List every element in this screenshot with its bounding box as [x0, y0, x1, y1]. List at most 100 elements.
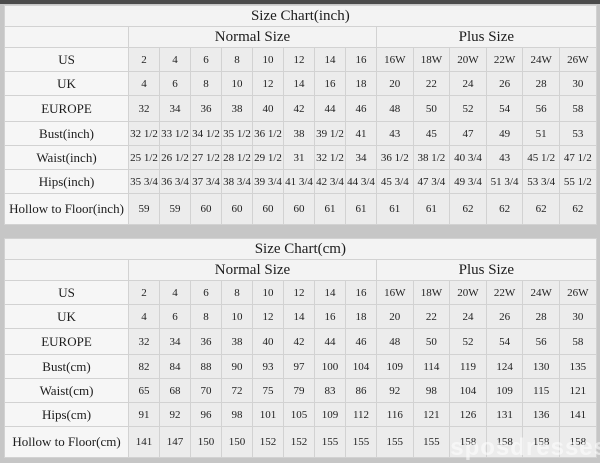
table-cell: 52	[449, 95, 487, 122]
table-cell: 2	[128, 47, 160, 72]
table-cell: 22	[412, 71, 451, 96]
table-cell: 41	[345, 121, 377, 146]
table-cell: 115	[522, 378, 560, 403]
size-chart-inch-section: Size Chart(inch) Normal Size Plus Size U…	[4, 5, 597, 225]
table-cell: 4	[128, 71, 160, 96]
normal-size-header: Normal Size	[128, 259, 377, 281]
table-cell: 98	[221, 402, 253, 427]
table-cell: 49 3/4	[449, 169, 487, 194]
table-cell: 158	[485, 426, 524, 458]
column-group-row: Normal Size Plus Size	[4, 26, 597, 48]
table-cell: 10	[252, 47, 284, 72]
table-cell: 42	[283, 95, 315, 122]
table-cell: 29 1/2	[252, 145, 284, 170]
table-cell: 41 3/4	[283, 169, 315, 194]
table-cell: 10	[252, 280, 284, 305]
table-cell: 96	[190, 402, 222, 427]
size-chart-table-cm: Size Chart(cm) Normal Size Plus Size US 2…	[4, 238, 597, 458]
row-label: Waist(inch)	[4, 145, 129, 170]
table-cell: 155	[376, 426, 414, 458]
table-cell: 38	[283, 121, 315, 146]
table-cell: 40	[252, 95, 284, 122]
table-cell: 28	[522, 71, 560, 96]
column-group-row: Normal Size Plus Size	[4, 259, 597, 281]
table-cell: 49	[485, 121, 524, 146]
table-cell: 68	[159, 378, 191, 403]
empty-corner-cell	[4, 259, 129, 281]
table-cell: 126	[449, 402, 487, 427]
table-cell: 62	[449, 193, 487, 225]
table-cell: 16W	[376, 47, 414, 72]
table-cell: 62	[485, 193, 524, 225]
row-label: EUROPE	[4, 328, 129, 355]
table-cell: 45	[412, 121, 451, 146]
table-cell: 48	[376, 95, 414, 122]
table-cell: 34 1/2	[190, 121, 222, 146]
table-cell: 20W	[449, 47, 487, 72]
table-cell: 88	[190, 354, 222, 379]
table-cell: 30	[558, 71, 597, 96]
table-cell: 65	[128, 378, 160, 403]
table-cell: 12	[283, 280, 315, 305]
table-cell: 84	[159, 354, 191, 379]
row-label: US	[4, 47, 129, 72]
table-cell: 45 3/4	[376, 169, 414, 194]
row-label: Hollow to Floor(cm)	[4, 426, 129, 458]
table-cell: 60	[283, 193, 315, 225]
table-row: Bust(inch) 32 1/2 33 1/2 34 1/2 35 1/2 36 1/2…	[4, 121, 597, 146]
table-cell: 56	[522, 95, 560, 122]
table-cell: 104	[449, 378, 487, 403]
table-cell: 45 1/2	[522, 145, 560, 170]
table-cell: 24W	[522, 280, 560, 305]
table-title-row: Size Chart(cm)	[4, 238, 597, 260]
table-cell: 158	[522, 426, 560, 458]
table-cell: 34	[345, 145, 377, 170]
table-cell: 26 1/2	[159, 145, 191, 170]
table-cell: 32 1/2	[314, 145, 346, 170]
table-cell: 52	[449, 328, 487, 355]
table-cell: 36 1/2	[252, 121, 284, 146]
normal-size-header: Normal Size	[128, 26, 377, 48]
table-cell: 47	[449, 121, 487, 146]
row-label: Hollow to Floor(inch)	[4, 193, 129, 225]
table-cell: 34	[159, 95, 191, 122]
table-cell: 27 1/2	[190, 145, 222, 170]
table-cell: 119	[449, 354, 487, 379]
table-cell: 32	[128, 328, 160, 355]
table-cell: 44	[314, 328, 346, 355]
table-cell: 121	[558, 378, 597, 403]
table-cell: 34	[159, 328, 191, 355]
table-cell: 60	[221, 193, 253, 225]
table-cell: 60	[190, 193, 222, 225]
table-cell: 58	[558, 328, 597, 355]
table-cell: 31	[283, 145, 315, 170]
table-cell: 38	[221, 95, 253, 122]
table-cell: 47 3/4	[412, 169, 451, 194]
table-row: US 2 4 6 8 10 12 14 16 16W 18W 20W 22W 24W 26W	[4, 47, 597, 72]
row-label: Bust(inch)	[4, 121, 129, 146]
table-cell: 54	[485, 328, 524, 355]
table-cell: 16	[314, 71, 346, 96]
table-cell: 20	[376, 71, 414, 96]
table-cell: 55 1/2	[558, 169, 597, 194]
table-cell: 36 3/4	[159, 169, 191, 194]
table-cell: 101	[252, 402, 284, 427]
table-cell: 62	[522, 193, 560, 225]
table-cell: 109	[485, 378, 524, 403]
table-cell: 61	[376, 193, 414, 225]
table-cell: 6	[190, 47, 222, 72]
row-label: Bust(cm)	[4, 354, 129, 379]
table-body: US 2 4 6 8 10 12 14 16 16W 18W 20W 22W 24W 26W UK 4 6 8 10 1…	[4, 280, 597, 458]
table-row: Waist(cm) 65 68 70 72 75 79 83 86 92 98 104 109 115 12…	[4, 378, 597, 403]
table-cell: 36	[190, 328, 222, 355]
table-cell: 30	[558, 304, 597, 329]
table-title: Size Chart(cm)	[4, 238, 597, 260]
table-cell: 44	[314, 95, 346, 122]
table-row: UK 4 6 8 10 12 14 16 18 20 22 24 26 28 30	[4, 71, 597, 96]
table-cell: 25 1/2	[128, 145, 160, 170]
empty-corner-cell	[4, 26, 129, 48]
table-cell: 114	[412, 354, 451, 379]
table-cell: 53 3/4	[522, 169, 560, 194]
table-cell: 28 1/2	[221, 145, 253, 170]
